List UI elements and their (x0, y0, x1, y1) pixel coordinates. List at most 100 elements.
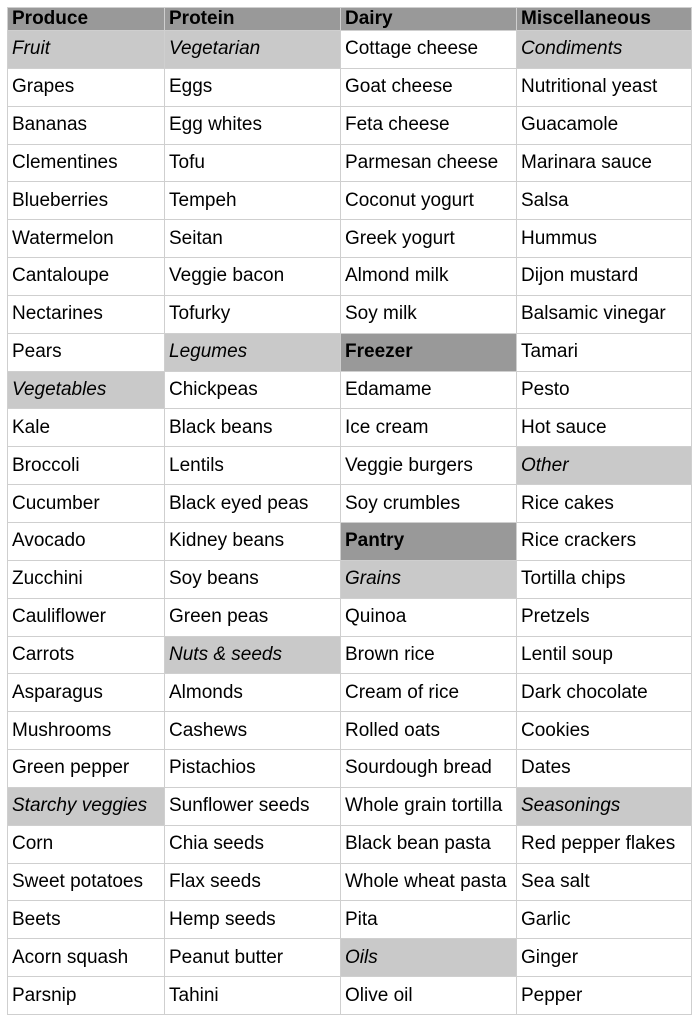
item-cell: Dijon mustard (516, 257, 692, 296)
item-cell: Dark chocolate (516, 673, 692, 713)
subcategory-cell: Grains (340, 559, 517, 599)
grocery-table: Produce Protein Dairy Miscellaneous Frui… (7, 7, 692, 1015)
subcategory-cell: Legumes (164, 332, 341, 372)
item-cell: Sweet potatoes (7, 862, 165, 902)
item-cell: Parsnip (7, 976, 165, 1015)
item-cell: Green pepper (7, 749, 165, 788)
table-row: Sweet potatoes Flax seeds Whole wheat past… (7, 862, 692, 902)
item-cell: Greek yogurt (340, 219, 517, 259)
item-cell: Cookies (516, 711, 692, 751)
table-row: Kale Black beans Ice cream Hot sauce (7, 408, 692, 448)
item-cell: Goat cheese (340, 67, 517, 107)
subcategory-cell: Fruit (7, 30, 165, 69)
table-row: Grapes Eggs Goat cheese Nutritional yeast (7, 67, 692, 107)
grocery-table-body: Fruit Vegetarian Cottage cheese Condiments G… (7, 30, 692, 1015)
item-cell: Cottage cheese (340, 30, 517, 69)
item-cell: Rice crackers (516, 521, 692, 561)
item-cell: Nectarines (7, 294, 165, 334)
item-cell: Watermelon (7, 219, 165, 259)
item-cell: Garlic (516, 900, 692, 940)
item-cell: Black beans (164, 408, 341, 448)
item-cell: Pistachios (164, 749, 341, 788)
item-cell: Veggie burgers (340, 446, 517, 486)
item-cell: Ginger (516, 938, 692, 978)
table-row: Beets Hemp seeds Pita Garlic (7, 900, 692, 940)
item-cell: Almond milk (340, 257, 517, 296)
item-cell: Red pepper flakes (516, 824, 692, 864)
item-cell: Grapes (7, 67, 165, 107)
table-header-row: Produce Protein Dairy Miscellaneous (7, 7, 692, 31)
item-cell: Sea salt (516, 862, 692, 902)
table-row: Nectarines Tofurky Soy milk Balsamic vinega… (7, 294, 692, 334)
item-cell: Soy beans (164, 559, 341, 599)
item-cell: Soy milk (340, 294, 517, 334)
item-cell: Eggs (164, 67, 341, 107)
item-cell: Sunflower seeds (164, 786, 341, 826)
table-row: Parsnip Tahini Olive oil Pepper (7, 976, 692, 1015)
subcategory-cell: Other (516, 446, 692, 486)
table-row: Avocado Kidney beans Pantry Rice crackers (7, 521, 692, 561)
column-header-produce: Produce (7, 7, 165, 31)
item-cell: Cream of rice (340, 673, 517, 713)
item-cell: Quinoa (340, 597, 517, 637)
column-header-miscellaneous: Miscellaneous (516, 7, 692, 31)
item-cell: Parmesan cheese (340, 143, 517, 183)
item-cell: Seitan (164, 219, 341, 259)
item-cell: Avocado (7, 521, 165, 561)
item-cell: Chickpeas (164, 370, 341, 410)
item-cell: Corn (7, 824, 165, 864)
table-row: Starchy veggies Sunflower seeds Whole grai… (7, 786, 692, 826)
item-cell: Cucumber (7, 484, 165, 523)
item-cell: Olive oil (340, 976, 517, 1015)
item-cell: Veggie bacon (164, 257, 341, 296)
table-row: Blueberries Tempeh Coconut yogurt Salsa (7, 181, 692, 221)
item-cell: Whole wheat pasta (340, 862, 517, 902)
table-row: Clementines Tofu Parmesan cheese Marinara s… (7, 143, 692, 183)
subcategory-cell: Vegetarian (164, 30, 341, 69)
item-cell: Kidney beans (164, 521, 341, 561)
item-cell: Tempeh (164, 181, 341, 221)
item-cell: Pita (340, 900, 517, 940)
item-cell: Hot sauce (516, 408, 692, 448)
item-cell: Pesto (516, 370, 692, 410)
item-cell: Egg whites (164, 105, 341, 145)
item-cell: Flax seeds (164, 862, 341, 902)
subcategory-cell: Seasonings (516, 786, 692, 826)
item-cell: Black bean pasta (340, 824, 517, 864)
subcategory-cell: Vegetables (7, 370, 165, 410)
item-cell: Hummus (516, 219, 692, 259)
item-cell: Broccoli (7, 446, 165, 486)
item-cell: Carrots (7, 635, 165, 675)
table-row: Vegetables Chickpeas Edamame Pesto (7, 370, 692, 410)
item-cell: Coconut yogurt (340, 181, 517, 221)
subcategory-cell: Starchy veggies (7, 786, 165, 826)
table-row: Corn Chia seeds Black bean pasta Red pepper… (7, 824, 692, 864)
item-cell: Dates (516, 749, 692, 788)
table-row: Cantaloupe Veggie bacon Almond milk Dijon m… (7, 257, 692, 296)
item-cell: Nutritional yeast (516, 67, 692, 107)
column-header-protein: Protein (164, 7, 341, 31)
table-row: Watermelon Seitan Greek yogurt Hummus (7, 219, 692, 259)
item-cell: Black eyed peas (164, 484, 341, 523)
item-cell: Lentil soup (516, 635, 692, 675)
item-cell: Clementines (7, 143, 165, 183)
subcategory-cell: Condiments (516, 30, 692, 69)
item-cell: Mushrooms (7, 711, 165, 751)
table-row: Asparagus Almonds Cream of rice Dark chocol… (7, 673, 692, 713)
item-cell: Whole grain tortilla (340, 786, 517, 826)
item-cell: Pretzels (516, 597, 692, 637)
table-row: Carrots Nuts & seeds Brown rice Lentil soup (7, 635, 692, 675)
item-cell: Chia seeds (164, 824, 341, 864)
table-row: Bananas Egg whites Feta cheese Guacamole (7, 105, 692, 145)
item-cell: Rolled oats (340, 711, 517, 751)
item-cell: Pears (7, 332, 165, 372)
item-cell: Rice cakes (516, 484, 692, 523)
item-cell: Almonds (164, 673, 341, 713)
item-cell: Sourdough bread (340, 749, 517, 788)
item-cell: Green peas (164, 597, 341, 637)
table-row: Zucchini Soy beans Grains Tortilla chips (7, 559, 692, 599)
table-row: Broccoli Lentils Veggie burgers Other (7, 446, 692, 486)
item-cell: Edamame (340, 370, 517, 410)
item-cell: Tahini (164, 976, 341, 1015)
